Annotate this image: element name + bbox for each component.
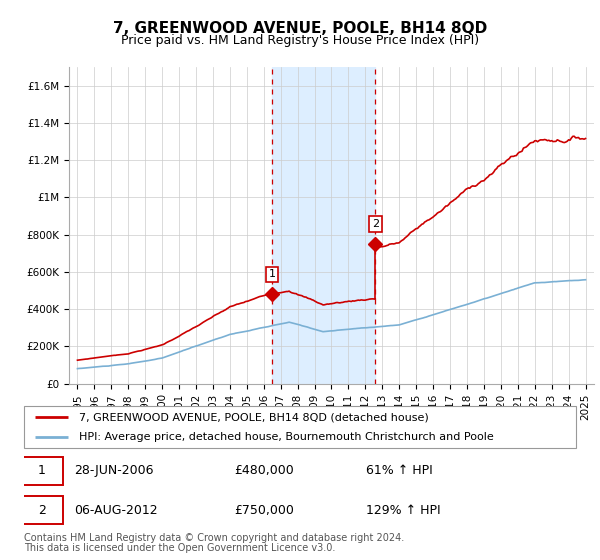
Text: 06-AUG-2012: 06-AUG-2012: [74, 504, 157, 517]
Text: Price paid vs. HM Land Registry's House Price Index (HPI): Price paid vs. HM Land Registry's House …: [121, 34, 479, 46]
Text: 7, GREENWOOD AVENUE, POOLE, BH14 8QD: 7, GREENWOOD AVENUE, POOLE, BH14 8QD: [113, 21, 487, 36]
Text: £480,000: £480,000: [234, 464, 293, 478]
Text: Contains HM Land Registry data © Crown copyright and database right 2024.: Contains HM Land Registry data © Crown c…: [24, 533, 404, 543]
FancyBboxPatch shape: [21, 496, 62, 524]
Text: £750,000: £750,000: [234, 504, 293, 517]
Text: This data is licensed under the Open Government Licence v3.0.: This data is licensed under the Open Gov…: [24, 543, 335, 553]
Text: 28-JUN-2006: 28-JUN-2006: [74, 464, 153, 478]
FancyBboxPatch shape: [21, 457, 62, 485]
Text: 7, GREENWOOD AVENUE, POOLE, BH14 8QD (detached house): 7, GREENWOOD AVENUE, POOLE, BH14 8QD (de…: [79, 412, 429, 422]
Text: 1: 1: [38, 464, 46, 478]
Text: 2: 2: [38, 504, 46, 517]
FancyBboxPatch shape: [24, 406, 576, 448]
Text: 129% ↑ HPI: 129% ↑ HPI: [366, 504, 441, 517]
Text: 1: 1: [269, 269, 275, 279]
Text: 61% ↑ HPI: 61% ↑ HPI: [366, 464, 433, 478]
Text: HPI: Average price, detached house, Bournemouth Christchurch and Poole: HPI: Average price, detached house, Bour…: [79, 432, 494, 442]
Bar: [272, 67, 376, 384]
Text: 2: 2: [372, 219, 379, 229]
